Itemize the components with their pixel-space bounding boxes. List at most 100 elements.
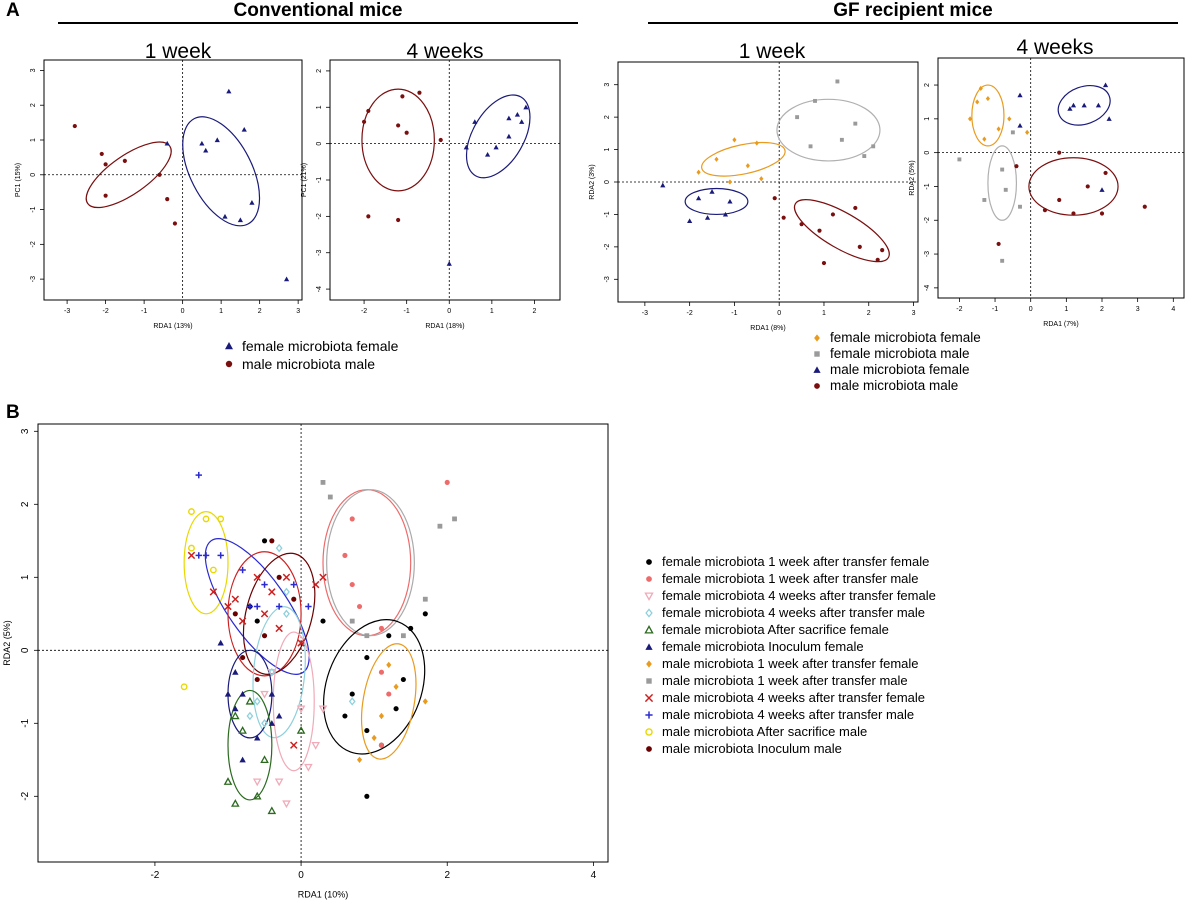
data-point bbox=[1000, 167, 1005, 172]
legend-marker-shape bbox=[645, 642, 653, 650]
data-point bbox=[226, 88, 232, 94]
data-point bbox=[72, 124, 77, 129]
data-point bbox=[366, 214, 371, 219]
plot-conv-1week: -3 -2 -1 0 1 2 3 -3 -2 -1 0 1 2 3 RDA1 (13%) PC1 (15%) bbox=[15, 59, 303, 330]
legend-item: male microbiota 4 weeks after transfer f… bbox=[640, 690, 925, 705]
legend-item: female microbiota After sacrifice female bbox=[640, 622, 889, 637]
plot-frame bbox=[43, 59, 303, 301]
data-point bbox=[446, 261, 452, 266]
legend-label: female microbiota female bbox=[830, 330, 981, 345]
data-point bbox=[232, 611, 238, 617]
data-point bbox=[1057, 150, 1062, 155]
group-ellipse bbox=[701, 141, 786, 177]
legend-item: male microbiota 4 weeks after transfer m… bbox=[640, 707, 914, 722]
group-ellipse bbox=[361, 88, 435, 192]
data-point bbox=[237, 217, 243, 223]
y-tick-label: -1 bbox=[316, 177, 323, 183]
data-point bbox=[364, 655, 370, 661]
data-point bbox=[282, 573, 291, 582]
legend-marker-shape bbox=[644, 624, 654, 634]
group-ellipse bbox=[227, 551, 302, 677]
data-point bbox=[978, 85, 983, 92]
legend-label: female microbiota Inoculum female bbox=[662, 639, 864, 654]
data-point bbox=[195, 552, 202, 559]
data-point bbox=[241, 126, 247, 132]
group-title-gf: GF recipient mice bbox=[833, 0, 993, 21]
y-tick-label: 2 bbox=[30, 103, 37, 107]
series-male-microbiota-male bbox=[772, 196, 885, 266]
series-male-microbiota-after-sacrifice-male bbox=[180, 508, 225, 691]
plot-title-gf-1week: 1 week bbox=[738, 40, 806, 63]
x-tick-label: 0 bbox=[447, 308, 451, 315]
series-male-microbiota-1-week-after-transfer-male bbox=[320, 480, 457, 639]
legend-item: female microbiota 4 weeks after transfer… bbox=[640, 605, 925, 620]
series-female-microbiota-female bbox=[696, 137, 764, 185]
data-point bbox=[290, 741, 298, 749]
x-tick-label: -1 bbox=[141, 308, 147, 315]
legend-marker-shape bbox=[646, 575, 652, 582]
points bbox=[957, 82, 1147, 263]
data-point bbox=[199, 140, 205, 146]
series-female-microbiota-female bbox=[446, 104, 529, 266]
series-male-microbiota-inoculum-male bbox=[232, 538, 297, 683]
points bbox=[180, 471, 457, 815]
data-point bbox=[759, 176, 764, 182]
x-tick-label: -3 bbox=[64, 308, 70, 315]
data-point bbox=[122, 158, 127, 163]
data-point bbox=[364, 793, 370, 799]
legend-marker-triangle-open bbox=[644, 624, 654, 634]
series-male-microbiota-male bbox=[996, 150, 1147, 246]
data-point bbox=[386, 691, 392, 697]
data-point bbox=[252, 791, 262, 800]
legend-label: male microbiota Inoculum male bbox=[662, 741, 842, 756]
data-point bbox=[246, 603, 254, 610]
data-point bbox=[261, 538, 268, 544]
data-point bbox=[188, 544, 195, 552]
x-tick-label: -3 bbox=[642, 310, 648, 317]
series-female-microbiota-1-week-after-transfer-female bbox=[247, 538, 428, 799]
y-tick-label: -1 bbox=[924, 183, 931, 189]
x-tick-label: 0 bbox=[777, 310, 781, 317]
legend-marker-circle bbox=[646, 575, 652, 582]
data-point bbox=[261, 719, 268, 728]
data-point bbox=[239, 690, 246, 697]
group-ellipse bbox=[182, 116, 261, 227]
data-point bbox=[249, 200, 255, 205]
data-point bbox=[239, 756, 246, 763]
series-female-microbiota-1-week-after-transfer-male bbox=[342, 479, 450, 748]
data-point bbox=[880, 248, 885, 253]
data-point bbox=[1057, 197, 1062, 203]
legend-combined: female microbiota 1 week after transfer … bbox=[640, 554, 1100, 760]
data-point bbox=[291, 596, 297, 602]
y-axis-label: RDA2 (5%) bbox=[2, 620, 12, 666]
data-point bbox=[821, 261, 827, 266]
data-point bbox=[282, 800, 291, 809]
y-tick-label: -3 bbox=[316, 250, 323, 256]
y-tick-label: 0 bbox=[30, 173, 37, 177]
data-point bbox=[232, 669, 239, 675]
data-point bbox=[745, 163, 750, 169]
legend-marker-shape bbox=[644, 591, 654, 601]
data-point bbox=[275, 624, 283, 633]
data-point bbox=[103, 162, 108, 167]
data-point bbox=[231, 711, 240, 720]
data-point bbox=[839, 137, 844, 142]
legend-label: male microbiota 1 week after transfer fe… bbox=[662, 656, 919, 671]
plot-title-gf-4weeks: 4 weeks bbox=[1016, 36, 1094, 59]
data-point bbox=[506, 115, 512, 121]
legend-marker-shape bbox=[646, 677, 652, 684]
data-point bbox=[356, 756, 363, 763]
legend-marker-square bbox=[814, 350, 820, 357]
ellipses bbox=[684, 98, 890, 263]
data-point bbox=[209, 588, 218, 596]
legend-label: male microbiota After sacrifice male bbox=[662, 724, 868, 739]
x-tick-label: 3 bbox=[1136, 306, 1140, 313]
data-point bbox=[472, 119, 478, 124]
legend-item: male microbiota After sacrifice male bbox=[640, 724, 867, 739]
data-point bbox=[275, 543, 283, 553]
data-point bbox=[349, 618, 355, 624]
data-point bbox=[260, 610, 269, 618]
data-point bbox=[754, 140, 759, 146]
legend-marker-tri-down-open bbox=[644, 591, 654, 601]
data-point bbox=[808, 144, 813, 149]
